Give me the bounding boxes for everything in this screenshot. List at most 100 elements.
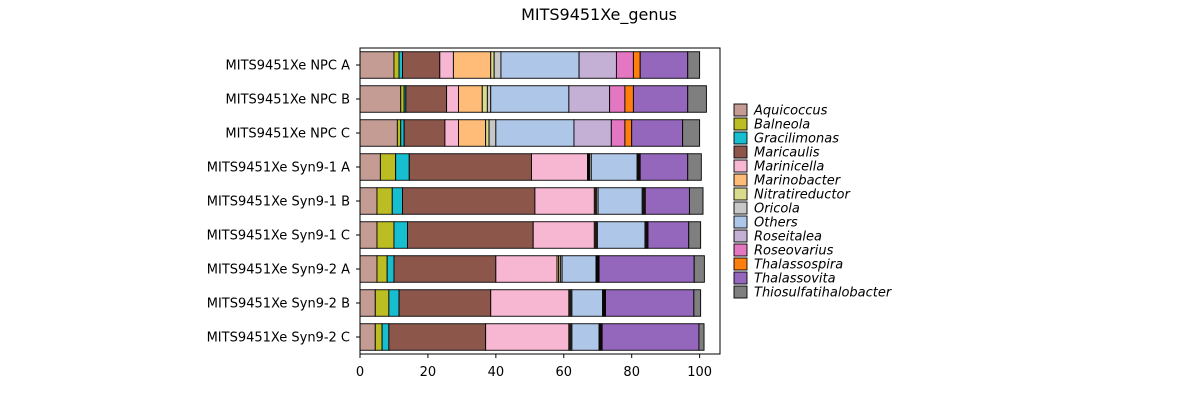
legend-swatch-nitratireductor — [733, 187, 748, 201]
x-tick-label: 80 — [623, 365, 640, 380]
bar-segment-thalassospira-row-3 — [624, 119, 633, 147]
bar-segment-balneola-row-2 — [400, 85, 405, 113]
bar-segment-thiosulfatihalobacter-row-7 — [693, 255, 705, 283]
legend: AquicoccusBalneolaGracilimonasMaricaulis… — [733, 103, 893, 301]
bar-segment-maricaulis-row-1 — [402, 51, 441, 79]
bar-segment-maricaulis-row-8 — [398, 289, 492, 317]
bar-segment-gracilimonas-row-5 — [391, 187, 403, 215]
bar-segment-thalassovita-row-9 — [601, 323, 700, 351]
legend-label-balneola: Balneola — [754, 118, 810, 133]
bar-segment-oricola-row-1 — [493, 51, 502, 79]
bar-segment-maricaulis-row-9 — [388, 323, 487, 351]
bar-segment-others-row-6 — [596, 221, 646, 249]
bar-segment-maricaulis-row-5 — [402, 187, 536, 215]
legend-label-aquicoccus: Aquicoccus — [753, 104, 828, 119]
y-tick-label: MITS9451Xe Syn9-2 B — [207, 297, 350, 312]
bar-segment-aquicoccus-row-3 — [359, 119, 398, 147]
bar-segment-marinicella-row-4 — [531, 153, 588, 181]
bar-segment-roseovarius-row-1 — [615, 51, 634, 79]
legend-label-maricaulis: Maricaulis — [754, 146, 820, 161]
bar-segment-balneola-row-5 — [376, 187, 393, 215]
legend-swatch-thalassospira — [733, 257, 748, 271]
bars-group — [359, 51, 707, 351]
bar-segment-oricola-row-2 — [486, 85, 492, 113]
x-tick-label: 0 — [356, 365, 364, 380]
bar-segment-marinicella-row-2 — [446, 85, 459, 113]
legend-swatch-aquicoccus — [733, 103, 748, 117]
bar-segment-aquicoccus-row-7 — [359, 255, 378, 283]
bar-segment-thiosulfatihalobacter-row-3 — [682, 119, 701, 147]
legend-swatch-balneola — [733, 117, 748, 131]
bar-segment-gracilimonas-row-1 — [398, 51, 403, 79]
bar-segment-aquicoccus-row-9 — [359, 323, 376, 351]
bar-segment-others-row-9 — [571, 323, 600, 351]
y-tick-label: MITS9451Xe Syn9-2 A — [207, 263, 350, 278]
bar-segment-oricola-row-3 — [488, 119, 497, 147]
bar-segment-maricaulis-row-3 — [403, 119, 446, 147]
bar-segment-others-row-1 — [500, 51, 580, 79]
bar-segment-thiosulfatihalobacter-row-5 — [688, 187, 704, 215]
bar-segment-others-row-7 — [561, 255, 597, 283]
bar-segment-balneola-row-7 — [376, 255, 388, 283]
bar-segment-thalassovita-row-1 — [639, 51, 689, 79]
bar-segment-thalassovita-row-5 — [644, 187, 690, 215]
x-tick-label: 100 — [687, 365, 712, 380]
bar-segment-balneola-row-3 — [396, 119, 402, 147]
bar-segment-balneola-row-9 — [374, 323, 383, 351]
bar-segment-aquicoccus-row-8 — [359, 289, 376, 317]
legend-swatch-maricaulis — [733, 145, 748, 159]
bar-segment-marinicella-row-8 — [490, 289, 570, 317]
bar-segment-aquicoccus-row-5 — [359, 187, 378, 215]
bar-segment-thiosulfatihalobacter-row-2 — [687, 85, 707, 113]
bar-segment-thalassospira-row-1 — [632, 51, 641, 79]
y-tick-label: MITS9451Xe NPC A — [226, 59, 351, 74]
bar-segment-gracilimonas-row-4 — [395, 153, 410, 181]
legend-label-roseitalea: Roseitalea — [754, 230, 822, 245]
legend-label-roseovarius: Roseovarius — [754, 244, 834, 259]
legend-label-thalassospira: Thalassospira — [754, 258, 843, 273]
legend-label-gracilimonas: Gracilimonas — [754, 132, 839, 147]
bar-segment-roseovarius-row-2 — [609, 85, 626, 113]
bar-segment-balneola-row-6 — [376, 221, 395, 249]
x-tick-label: 40 — [488, 365, 505, 380]
bar-segment-marinobacter-row-1 — [452, 51, 492, 79]
bar-segment-gracilimonas-row-7 — [386, 255, 395, 283]
bar-segment-thiosulfatihalobacter-row-8 — [693, 289, 702, 317]
bar-segment-thalassovita-row-2 — [632, 85, 689, 113]
bar-segment-others-row-8 — [571, 289, 603, 317]
legend-label-marinicella: Marinicella — [754, 160, 824, 175]
bar-segment-gracilimonas-row-9 — [381, 323, 390, 351]
bar-segment-maricaulis-row-7 — [393, 255, 497, 283]
legend-swatch-gracilimonas — [733, 131, 748, 145]
x-tick-label: 60 — [556, 365, 573, 380]
legend-swatch-thiosulfatihalobacter — [733, 285, 748, 299]
bar-segment-nitratireductor-row-3 — [485, 119, 490, 147]
legend-swatch-marinobacter — [733, 173, 748, 187]
bar-segment-gracilimonas-row-3 — [400, 119, 405, 147]
bar-segment-others-row-3 — [495, 119, 575, 147]
bar-segment-thiosulfatihalobacter-row-9 — [698, 323, 705, 351]
legend-swatch-others — [733, 215, 748, 229]
bar-segment-thalassovita-row-3 — [631, 119, 684, 147]
bar-segment-thiosulfatihalobacter-row-6 — [688, 221, 702, 249]
y-tick-label: MITS9451Xe Syn9-2 C — [207, 331, 350, 346]
bar-segment-roseitalea-row-3 — [573, 119, 612, 147]
chart-title: MITS9451Xe_genus — [521, 5, 677, 25]
bar-segment-thiosulfatihalobacter-row-4 — [687, 153, 702, 181]
bar-segment-roseovarius-row-3 — [610, 119, 626, 147]
bar-segment-roseitalea-row-1 — [578, 51, 617, 79]
y-axis: MITS9451Xe NPC A MITS9451Xe NPC B MITS9451… — [207, 59, 360, 346]
x-tick-label: 20 — [420, 365, 437, 380]
legend-swatch-oricola — [733, 201, 748, 215]
bar-segment-maricaulis-row-6 — [407, 221, 534, 249]
bar-segment-aquicoccus-row-1 — [359, 51, 395, 79]
bar-segment-maricaulis-row-4 — [408, 153, 532, 181]
legend-label-marinobacter: Marinobacter — [754, 174, 842, 189]
bar-segment-others-row-5 — [597, 187, 643, 215]
legend-label-nitratireductor: Nitratireductor — [754, 188, 851, 203]
bar-segment-maricaulis-row-2 — [405, 85, 448, 113]
bar-segment-others-row-4 — [590, 153, 638, 181]
bar-segment-marinicella-row-9 — [485, 323, 570, 351]
bar-segment-thalassospira-row-2 — [624, 85, 634, 113]
